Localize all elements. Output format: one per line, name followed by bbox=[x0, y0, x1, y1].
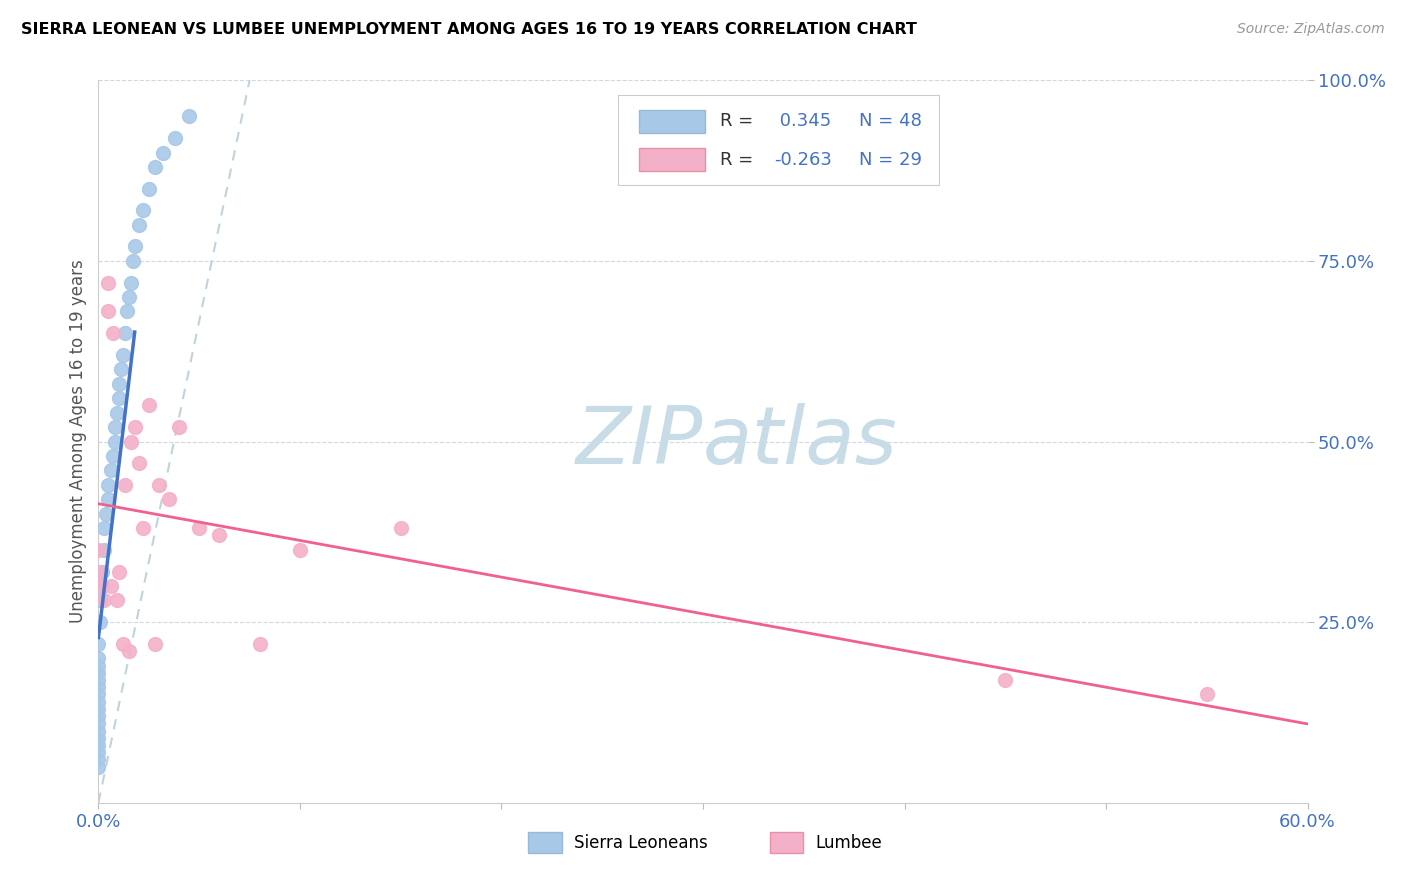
Point bbox=[87, 723, 110, 738]
Point bbox=[97, 492, 120, 507]
Point bbox=[208, 528, 231, 542]
Point bbox=[118, 290, 141, 304]
Point bbox=[389, 521, 412, 535]
Text: R =: R = bbox=[720, 112, 759, 130]
Point bbox=[288, 542, 311, 557]
Y-axis label: Unemployment Among Ages 16 to 19 years: Unemployment Among Ages 16 to 19 years bbox=[69, 260, 87, 624]
Point bbox=[101, 326, 124, 340]
Point bbox=[107, 565, 129, 579]
Point bbox=[87, 687, 110, 701]
Point bbox=[132, 203, 155, 218]
Point bbox=[107, 391, 129, 405]
Point bbox=[89, 593, 111, 607]
Text: Lumbee: Lumbee bbox=[815, 833, 882, 852]
Point bbox=[87, 709, 110, 723]
Point bbox=[124, 239, 146, 253]
Point bbox=[105, 593, 128, 607]
Text: Source: ZipAtlas.com: Source: ZipAtlas.com bbox=[1237, 22, 1385, 37]
Point bbox=[97, 304, 120, 318]
Point bbox=[97, 276, 120, 290]
Point bbox=[124, 420, 146, 434]
Point bbox=[87, 760, 110, 774]
Point bbox=[994, 673, 1017, 687]
Text: SIERRA LEONEAN VS LUMBEE UNEMPLOYMENT AMONG AGES 16 TO 19 YEARS CORRELATION CHAR: SIERRA LEONEAN VS LUMBEE UNEMPLOYMENT AM… bbox=[21, 22, 917, 37]
Point bbox=[87, 752, 110, 766]
Point bbox=[167, 420, 190, 434]
FancyBboxPatch shape bbox=[638, 148, 706, 171]
Text: atlas: atlas bbox=[703, 402, 898, 481]
Point bbox=[157, 492, 180, 507]
Point bbox=[111, 348, 134, 362]
Point bbox=[143, 160, 166, 174]
Point bbox=[101, 449, 124, 463]
Point bbox=[87, 745, 110, 759]
Point bbox=[87, 680, 110, 694]
Point bbox=[179, 110, 201, 124]
Point bbox=[111, 637, 134, 651]
Point bbox=[87, 716, 110, 731]
Point bbox=[93, 521, 115, 535]
Point bbox=[96, 507, 118, 521]
Point bbox=[87, 651, 110, 665]
Point bbox=[100, 463, 122, 477]
FancyBboxPatch shape bbox=[638, 110, 706, 133]
Point bbox=[87, 579, 110, 593]
Point bbox=[87, 738, 110, 752]
FancyBboxPatch shape bbox=[619, 95, 939, 185]
Text: 0.345: 0.345 bbox=[775, 112, 831, 130]
Point bbox=[121, 253, 143, 268]
Point bbox=[105, 406, 128, 420]
Point bbox=[115, 304, 138, 318]
Point bbox=[87, 702, 110, 716]
Point bbox=[87, 673, 110, 687]
Point bbox=[138, 398, 160, 412]
Point bbox=[148, 478, 170, 492]
Point bbox=[114, 478, 136, 492]
Point bbox=[128, 456, 150, 470]
Text: N = 48: N = 48 bbox=[859, 112, 922, 130]
Text: Sierra Leoneans: Sierra Leoneans bbox=[574, 833, 707, 852]
Point bbox=[107, 376, 129, 391]
Point bbox=[87, 731, 110, 745]
FancyBboxPatch shape bbox=[527, 832, 561, 853]
Point bbox=[114, 326, 136, 340]
FancyBboxPatch shape bbox=[769, 832, 803, 853]
Point bbox=[91, 565, 114, 579]
Point bbox=[152, 145, 174, 160]
Point bbox=[103, 434, 125, 449]
Point bbox=[120, 276, 142, 290]
Text: N = 29: N = 29 bbox=[859, 151, 922, 169]
Point bbox=[100, 579, 122, 593]
Point bbox=[87, 565, 110, 579]
Point bbox=[87, 658, 110, 673]
Point bbox=[93, 593, 115, 607]
Point bbox=[118, 644, 141, 658]
Point bbox=[97, 478, 120, 492]
Point bbox=[128, 218, 150, 232]
Point bbox=[163, 131, 186, 145]
Text: -0.263: -0.263 bbox=[775, 151, 832, 169]
Point bbox=[132, 521, 155, 535]
Point bbox=[87, 637, 110, 651]
Point bbox=[1195, 687, 1218, 701]
Point bbox=[103, 420, 125, 434]
Text: R =: R = bbox=[720, 151, 759, 169]
Point bbox=[120, 434, 142, 449]
Point bbox=[188, 521, 211, 535]
Point bbox=[249, 637, 271, 651]
Text: ZIP: ZIP bbox=[575, 402, 703, 481]
Point bbox=[87, 665, 110, 680]
Point bbox=[89, 615, 111, 630]
Point bbox=[143, 637, 166, 651]
Point bbox=[87, 695, 110, 709]
Point bbox=[93, 542, 115, 557]
Point bbox=[138, 182, 160, 196]
Point bbox=[91, 579, 114, 593]
Point bbox=[110, 362, 132, 376]
Point bbox=[87, 542, 110, 557]
